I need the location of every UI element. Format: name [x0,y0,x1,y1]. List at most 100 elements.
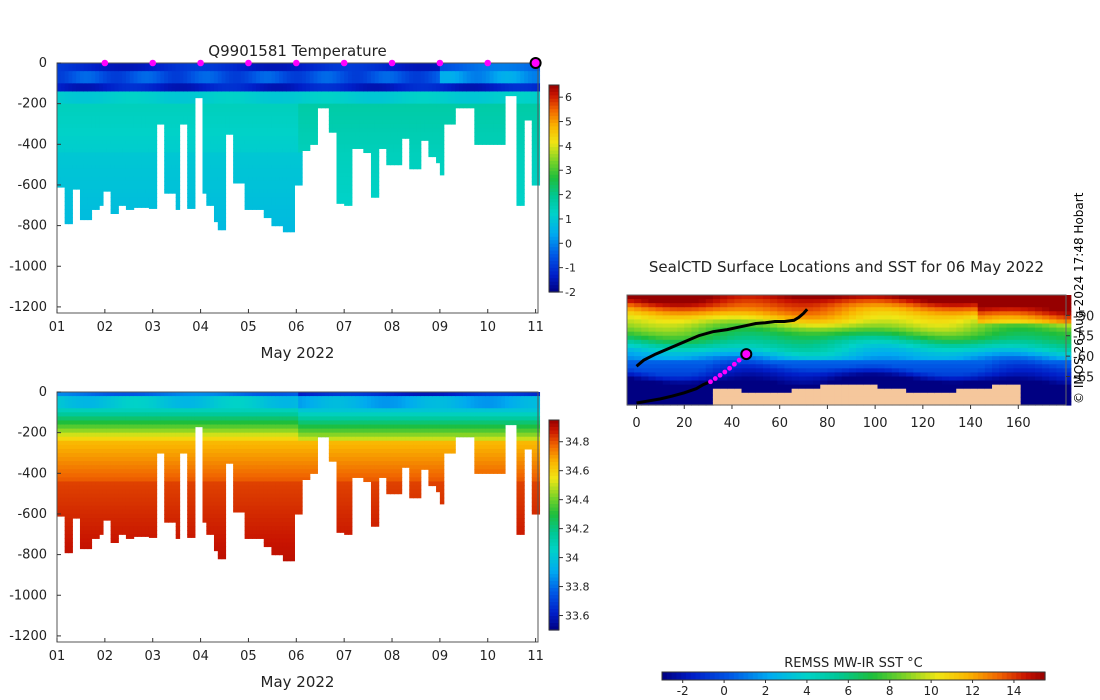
temperature-colorbar-segment [549,143,559,148]
salinity-cell [106,424,112,430]
salinity-cell [191,404,196,409]
salinity-cell [210,396,215,401]
temperature-cell [282,193,288,198]
temperature-cell [367,103,372,109]
temperature-cell [489,67,495,72]
salinity-cell [76,501,81,507]
salinity-cell [87,481,93,487]
salinity-cell [221,420,227,426]
temperature-cell [95,132,100,137]
temperature-cell [221,172,227,178]
temperature-cell [145,99,150,105]
temperature-cell [344,103,349,109]
salinity-cell [72,400,77,405]
temperature-cell [248,164,253,170]
temperature-cell [302,111,307,117]
temperature-cell [347,107,353,113]
temperature-cell [118,189,123,194]
temperature-cell [390,123,395,129]
temperature-cell [478,91,483,97]
temperature-cell [217,209,223,215]
temperature-cell [439,99,445,105]
salinity-cell [148,440,154,446]
salinity-cell [202,392,207,397]
temperature-cell [148,95,154,101]
temperature-cell [233,79,238,84]
temperature-cell [79,67,85,72]
temperature-cell [504,87,510,93]
temperature-cell [374,107,380,113]
temperature-cell [497,107,502,113]
temperature-cell [531,160,537,166]
temperature-cell [164,103,169,109]
temperature-cell [95,63,100,68]
temperature-cell [485,136,491,141]
temperature-cell [527,115,533,121]
temperature-cell [202,71,207,76]
temperature-cell [236,136,242,141]
temperature-cell [125,168,131,174]
temperature-cell [325,83,330,88]
temperature-cell [470,79,475,84]
temperature-cell [114,209,119,215]
temperature-cell [141,136,146,141]
temperature-cell [405,111,410,117]
temperature-cell [83,71,89,76]
temperature-cell [305,148,311,151]
salinity-cell [191,518,196,523]
salinity-cell [91,526,96,531]
salinity-cell [68,501,73,507]
salinity-cell [175,530,181,535]
temperature-cell [447,67,452,72]
temperature-cell [152,111,158,117]
temperature-cell [125,111,131,117]
temperature-cell [87,83,93,88]
temperature-cell [148,189,154,194]
surface-marker [484,59,492,67]
temperature-cell [351,128,357,133]
salinity-cell [99,432,104,438]
salinity-cell [95,534,100,539]
temperature-cell [187,201,192,206]
salinity-cell [148,481,154,487]
salinity-cell [202,481,207,487]
temperature-cell [202,75,207,80]
temperature-cell [57,140,62,145]
temperature-cell [294,180,299,186]
salinity-cell [194,424,200,428]
temperature-cell [187,144,192,149]
temperature-cell [87,71,93,76]
temperature-cell [305,99,311,105]
temperature-cell [118,71,123,76]
temperature-cell [302,63,307,68]
temperature-cell [191,193,196,198]
salinity-cell [60,509,66,515]
salinity-cell [114,473,119,478]
salinity-cell [99,526,104,531]
salinity-cell [133,396,139,401]
salinity-cell [118,513,123,519]
temperature-cell [133,205,139,208]
salinity-cell [213,465,219,470]
temperature-cell [409,83,414,88]
salinity-cell [79,477,85,483]
temperature-cell [68,184,73,190]
salinity-cell [183,404,188,409]
temperature-cell [87,136,93,141]
salinity-cell [60,432,66,438]
temperature-cell [325,95,330,101]
temperature-cell [68,148,73,154]
temperature-cell [271,221,276,227]
temperature-cell [263,152,269,158]
temperature-cell [57,156,62,162]
temperature-cell [256,168,261,174]
temperature-cell [148,79,154,84]
temperature-cell [213,217,219,223]
temperature-ytick-label: -400 [17,137,47,152]
temperature-cell [236,91,242,97]
temperature-cell [106,176,112,182]
salinity-cell [129,408,135,413]
salinity-cell [64,448,70,454]
temperature-cell [171,107,177,113]
temperature-cell [213,79,219,84]
